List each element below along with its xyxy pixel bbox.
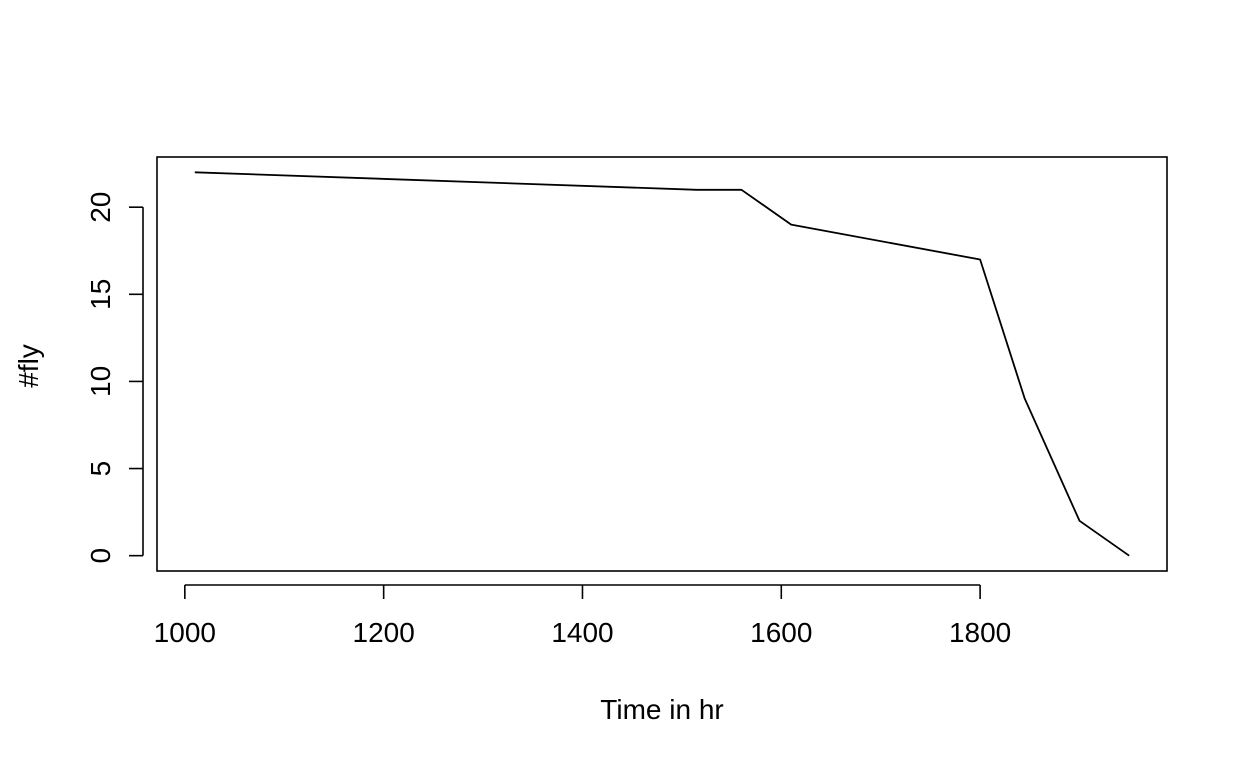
y-tick-label: 5 <box>85 461 116 477</box>
y-tick-label: 20 <box>85 192 116 223</box>
x-axis: 1000 1200 1400 1600 1800 <box>154 584 1011 648</box>
x-tick-label: 1200 <box>353 617 415 648</box>
x-tick-label: 1400 <box>551 617 613 648</box>
series-line <box>194 171 1130 557</box>
series-layer <box>194 171 1130 557</box>
y-tick-label: 10 <box>85 366 116 397</box>
y-tick-label: 0 <box>85 548 116 564</box>
x-tick-label: 1800 <box>949 617 1011 648</box>
x-axis-label: Time in hr <box>600 694 723 725</box>
x-tick-label: 1600 <box>750 617 812 648</box>
y-tick-label: 15 <box>85 279 116 310</box>
y-axis-label: #fly <box>13 344 44 388</box>
plot-box <box>156 156 1168 572</box>
y-axis: 0 5 10 15 20 <box>85 192 144 564</box>
x-tick-label: 1000 <box>154 617 216 648</box>
